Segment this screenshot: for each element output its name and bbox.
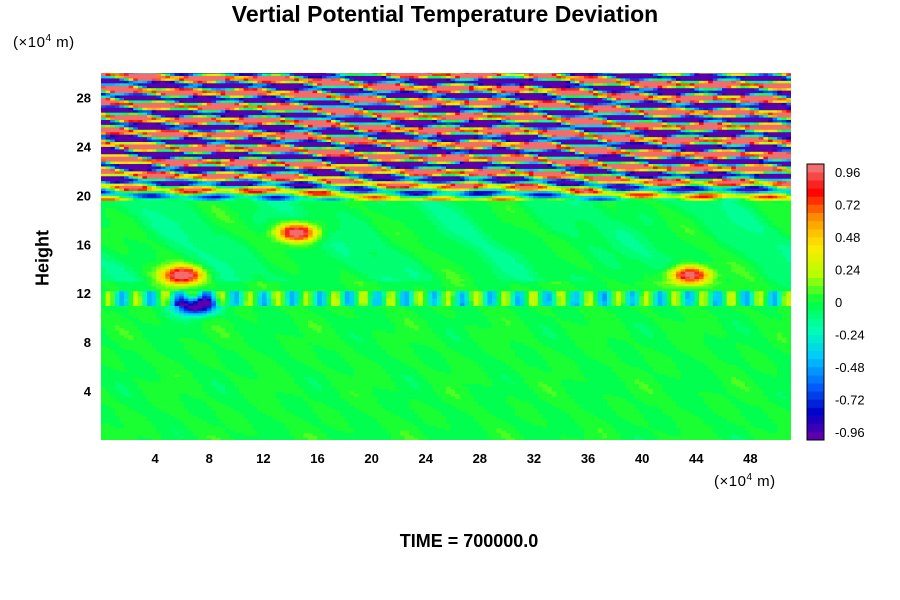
heatmap-field	[101, 71, 792, 441]
